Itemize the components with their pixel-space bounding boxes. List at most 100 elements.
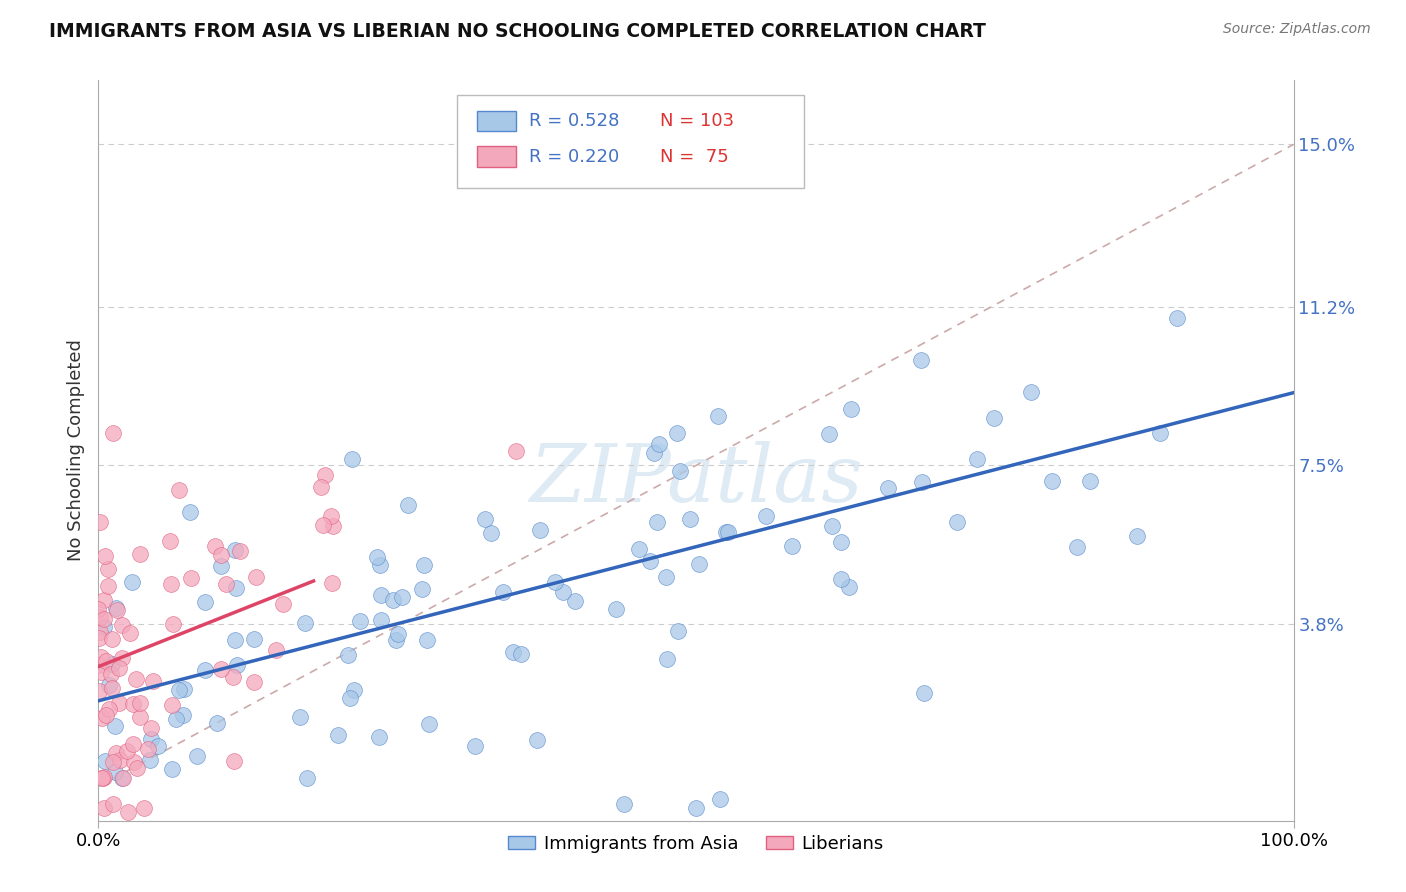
Point: [243, 632, 266, 646]
Point: [714, 524, 737, 539]
Text: N = 103: N = 103: [661, 112, 734, 130]
Point: [108, 753, 131, 767]
Point: [910, 352, 932, 367]
Point: [93, 770, 115, 784]
Point: [97, 562, 120, 576]
Point: [136, 742, 159, 756]
Point: [830, 534, 852, 549]
Point: [564, 594, 586, 608]
Point: [368, 731, 391, 745]
Point: [87, 684, 110, 698]
Point: [162, 617, 184, 632]
Point: [128, 696, 150, 710]
Text: R = 0.220: R = 0.220: [529, 147, 619, 166]
Point: [125, 761, 148, 775]
Point: [101, 797, 124, 811]
Point: [172, 707, 194, 722]
Point: [89, 516, 111, 530]
Point: [605, 602, 627, 616]
Point: [966, 452, 988, 467]
Point: [146, 739, 169, 753]
Point: [366, 549, 388, 564]
Point: [413, 558, 436, 573]
Text: Source: ZipAtlas.com: Source: ZipAtlas.com: [1223, 22, 1371, 37]
Point: [222, 754, 245, 768]
Point: [418, 717, 440, 731]
Point: [782, 539, 804, 553]
Point: [142, 673, 165, 688]
Point: [186, 749, 208, 764]
Point: [165, 712, 187, 726]
Point: [544, 575, 567, 590]
Point: [87, 657, 110, 672]
Point: [627, 542, 650, 557]
Point: [665, 425, 688, 440]
Point: [167, 683, 190, 698]
Point: [167, 483, 190, 497]
Point: [384, 632, 406, 647]
Point: [342, 683, 364, 698]
Point: [479, 526, 502, 541]
Point: [160, 698, 183, 712]
Point: [94, 654, 117, 668]
Point: [122, 755, 145, 769]
Point: [911, 475, 934, 489]
Point: [121, 574, 143, 589]
Point: [173, 681, 195, 696]
Point: [89, 625, 111, 640]
Point: [100, 632, 122, 647]
Point: [89, 610, 111, 624]
Point: [688, 558, 710, 572]
Point: [139, 722, 162, 736]
Point: [128, 547, 150, 561]
Point: [368, 558, 391, 572]
Point: [685, 801, 707, 815]
Point: [87, 632, 110, 646]
Point: [314, 467, 336, 482]
Point: [105, 603, 128, 617]
Point: [1019, 384, 1042, 399]
Point: [225, 582, 247, 596]
Point: [655, 651, 678, 665]
Point: [90, 665, 112, 679]
Point: [342, 451, 364, 466]
Point: [946, 515, 969, 529]
Point: [229, 544, 252, 558]
Point: [94, 754, 117, 768]
Point: [391, 590, 413, 604]
Point: [821, 519, 844, 533]
Point: [416, 633, 439, 648]
Point: [101, 425, 124, 440]
Point: [643, 446, 665, 460]
Point: [91, 771, 114, 785]
Point: [464, 739, 486, 753]
Point: [159, 533, 181, 548]
Point: [209, 559, 232, 574]
Point: [90, 711, 112, 725]
Point: [204, 540, 226, 554]
Point: [336, 648, 359, 662]
Point: [830, 572, 852, 586]
Point: [120, 625, 142, 640]
Point: [180, 571, 202, 585]
Point: [245, 570, 267, 584]
Point: [509, 648, 531, 662]
Point: [139, 731, 162, 746]
Point: [111, 771, 134, 785]
Point: [121, 698, 143, 712]
Point: [707, 409, 730, 424]
Point: [125, 672, 148, 686]
Point: [242, 675, 264, 690]
Text: IMMIGRANTS FROM ASIA VS LIBERIAN NO SCHOOLING COMPLETED CORRELATION CHART: IMMIGRANTS FROM ASIA VS LIBERIAN NO SCHO…: [49, 22, 986, 41]
Y-axis label: No Schooling Completed: No Schooling Completed: [66, 340, 84, 561]
Point: [709, 792, 731, 806]
Point: [160, 577, 183, 591]
Point: [912, 685, 935, 699]
Point: [117, 744, 139, 758]
Point: [370, 613, 392, 627]
Point: [97, 579, 120, 593]
Point: [179, 505, 201, 519]
Point: [105, 746, 128, 760]
Point: [93, 620, 115, 634]
Point: [668, 464, 690, 478]
